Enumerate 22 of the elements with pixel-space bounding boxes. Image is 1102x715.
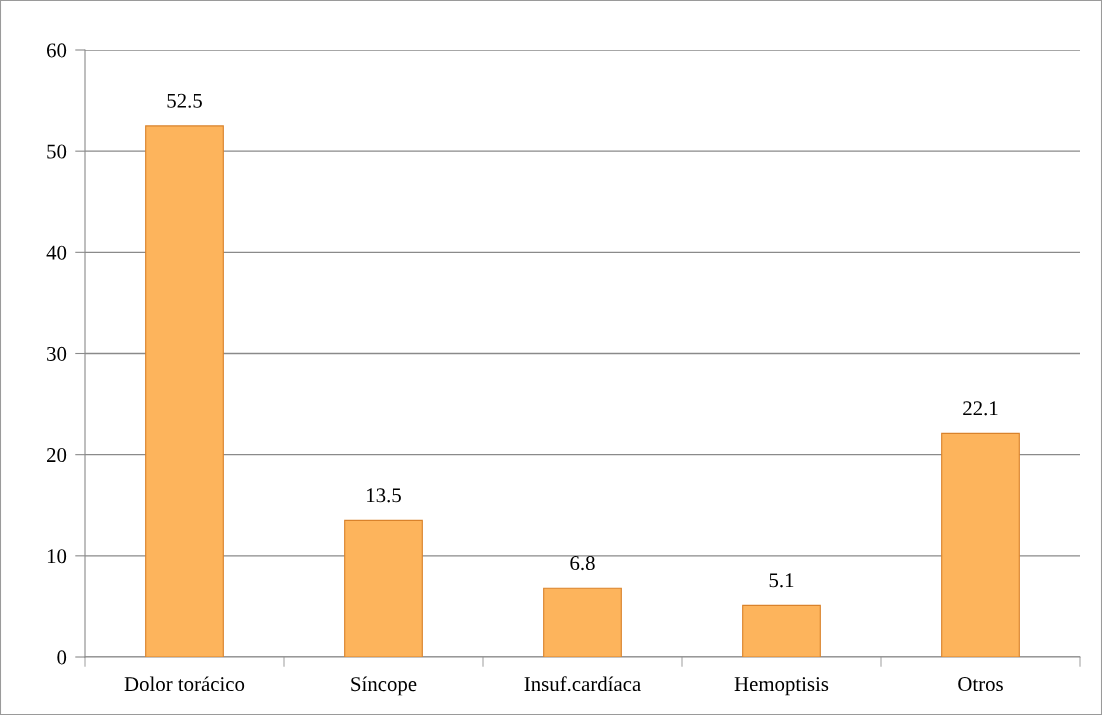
bar	[742, 604, 821, 657]
y-tick-label: 50	[47, 144, 67, 159]
x-tick-label: Síncope	[351, 676, 417, 696]
bar	[344, 519, 423, 657]
data-label: 52.5	[167, 93, 202, 108]
x-tick-label: Otros	[958, 677, 1003, 692]
x-tick-label: Dolor torácico	[124, 676, 245, 692]
x-tick-label: Insuf.cardíaca	[524, 676, 641, 692]
y-tick-label: 40	[46, 245, 67, 260]
y-tick-label: 10	[47, 549, 67, 564]
data-label: 13.5	[367, 488, 401, 503]
y-tick-label: 60	[47, 43, 67, 58]
data-label: 5.1	[769, 573, 794, 588]
y-tick-label: 30	[47, 346, 67, 361]
y-tick-label: 0	[57, 650, 67, 665]
bar	[145, 125, 224, 657]
data-label: 22.1	[963, 401, 998, 416]
x-tick-label: Hemoptisis	[734, 677, 829, 696]
data-label: 6.8	[570, 556, 595, 571]
y-tick-label: 20	[47, 448, 67, 463]
bar	[543, 587, 622, 657]
bar	[941, 432, 1020, 657]
